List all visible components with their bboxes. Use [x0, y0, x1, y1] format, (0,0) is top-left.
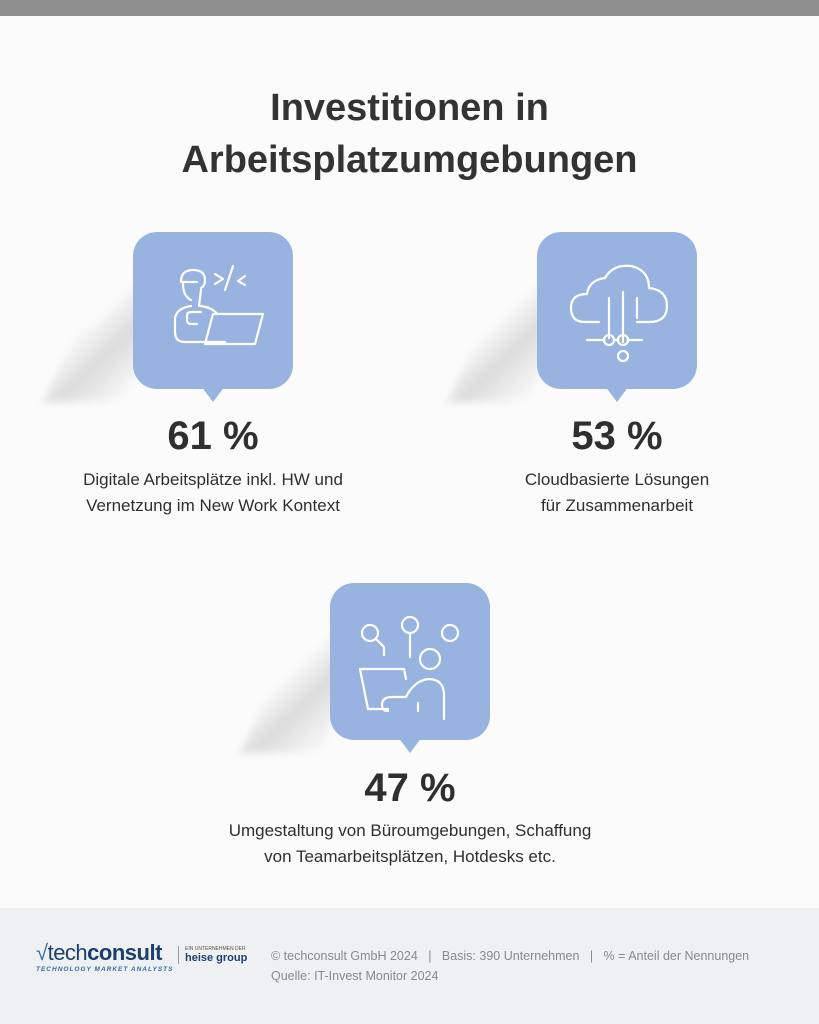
percent-value: 61 % — [167, 414, 259, 458]
title-line-1: Investitionen in — [270, 87, 549, 129]
percent-value: 47 % — [364, 766, 456, 810]
page-title: Investitionen in Arbeitsplatzumgebungen — [0, 82, 819, 186]
icon-bubble — [330, 583, 490, 740]
footer-text: © techconsult GmbH 2024 | Basis: 390 Unt… — [271, 946, 749, 986]
label-line: Cloudbasierte Lösungen — [524, 470, 710, 489]
stat-card-digital-workplaces — [43, 232, 293, 402]
bubble-tail — [201, 386, 225, 402]
top-bar — [0, 0, 819, 16]
label-line: Umgestaltung von Büroumgebungen, Schaffu… — [228, 821, 592, 840]
heise-group-logo: EIN UNTERNEHMEN DER heise group — [178, 946, 247, 964]
bubble-tail — [398, 737, 422, 753]
person-laptop-connections-icon — [358, 615, 460, 721]
icon-bubble — [537, 232, 697, 389]
copyright-line: © techconsult GmbH 2024 | Basis: 390 Unt… — [271, 949, 750, 963]
bubble-tail — [605, 386, 629, 402]
stat-card-office-redesign — [240, 583, 490, 753]
percent-value: 53 % — [571, 414, 663, 458]
stat-label: Umgestaltung von Büroumgebungen, Schaffu… — [210, 818, 610, 870]
label-line: Digitale Arbeitsplätze inkl. HW und — [83, 470, 343, 489]
label-line: Vernetzung im New Work Kontext — [86, 496, 340, 515]
label-line: von Teamarbeitsplätzen, Hotdesks etc. — [264, 847, 556, 866]
cloud-network-icon — [569, 264, 669, 363]
label-line: für Zusammenarbeit — [540, 496, 694, 515]
stat-card-cloud-solutions — [447, 232, 697, 402]
icon-bubble — [133, 232, 293, 389]
stat-label: Cloudbasierte Lösungen für Zusammenarbei… — [417, 467, 817, 519]
person-laptop-code-icon — [173, 264, 265, 346]
footer — [0, 908, 819, 1024]
title-line-2: Arbeitsplatzumgebungen — [181, 139, 638, 181]
stat-label: Digitale Arbeitsplätze inkl. HW und Vern… — [13, 467, 413, 519]
techconsult-logo: √techconsult TECHNOLOGY MARKET ANALYSTS — [36, 940, 174, 973]
source-line: Quelle: IT-Invest Monitor 2024 — [271, 969, 439, 983]
